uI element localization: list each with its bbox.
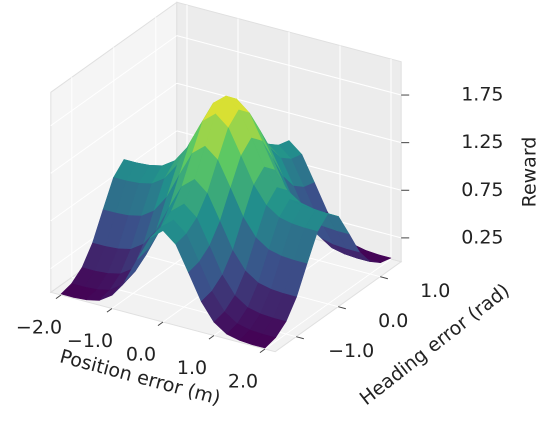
x-tick-label: 0.0	[126, 344, 156, 366]
tick-mark	[55, 294, 62, 300]
x-tick-label: 2.0	[228, 371, 258, 393]
grid-line	[176, 82, 402, 144]
tick-mark	[338, 306, 346, 310]
x-tick-label: −2.0	[16, 317, 62, 339]
tick-mark	[259, 348, 266, 354]
x-tick-label: 1.0	[177, 357, 207, 379]
tick-mark	[157, 321, 164, 327]
tick-mark	[106, 308, 113, 313]
grid-line	[50, 82, 178, 174]
y-tick-label: −1.0	[328, 340, 374, 362]
z-tick-label: 0.75	[461, 179, 503, 201]
z-tick-label: 1.25	[461, 131, 503, 153]
tick-mark	[208, 335, 215, 340]
z-tick-label: 1.75	[461, 84, 503, 106]
grid-line	[50, 130, 178, 222]
surface-patch	[252, 333, 276, 349]
y-tick-label: 1.0	[420, 280, 450, 302]
grid-line	[176, 35, 402, 96]
grid-line	[50, 35, 178, 127]
tick-mark	[296, 336, 304, 340]
z-tick-label: 0.25	[461, 226, 503, 248]
y-tick-label: 0.0	[378, 310, 408, 332]
x-tick-label: −1.0	[67, 330, 113, 352]
z-axis-label: Reward	[519, 137, 541, 208]
tick-mark	[380, 276, 388, 280]
